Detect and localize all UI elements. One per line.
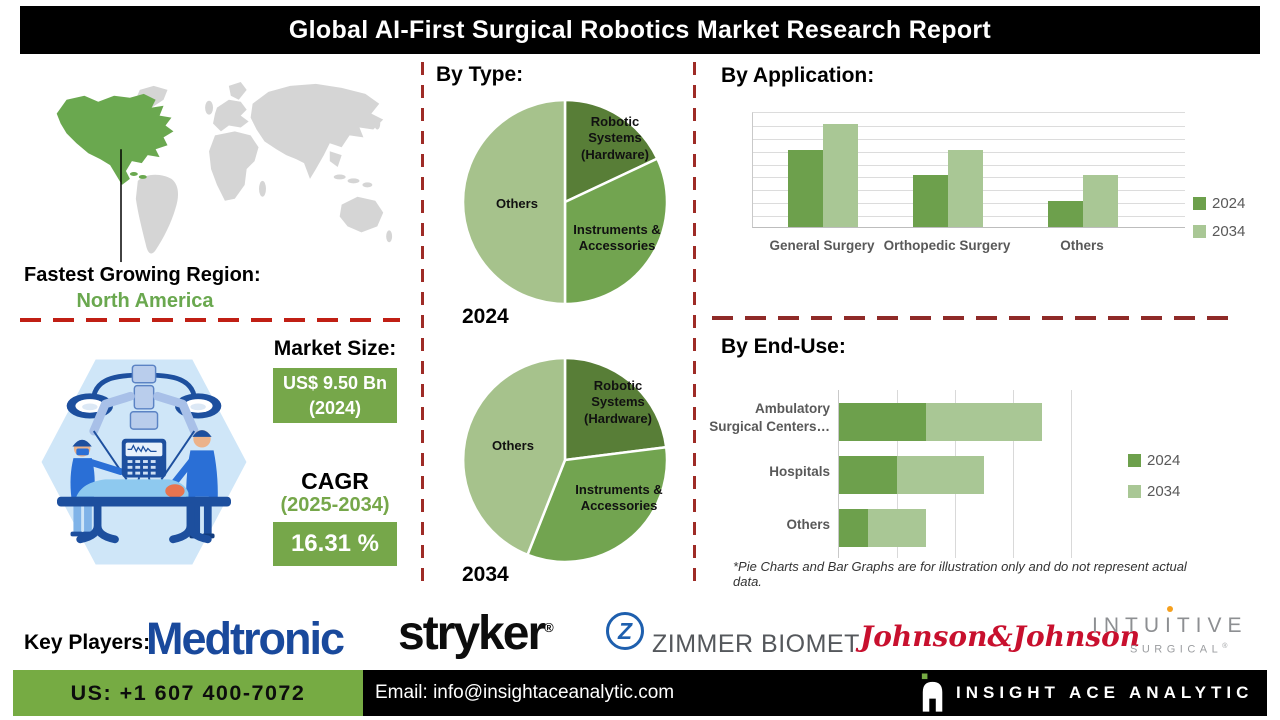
legend-label-2034: 2034 [1212, 223, 1246, 240]
enduse-legend-2024: 2024 [1128, 452, 1180, 469]
app-category-general-surgery: General Surgery [769, 238, 875, 253]
zimmer-biomet-icon: Z [606, 612, 644, 650]
cagr-period: (2025-2034) [280, 494, 390, 516]
cagr-value-box: 16.31 % [273, 522, 397, 566]
key-players-label: Key Players: [24, 631, 151, 654]
hbar-2034-ambulatory-surgical-centers- [926, 403, 1042, 441]
legend-square-2034 [1193, 225, 1206, 238]
middle-left-dashed-border [421, 62, 424, 590]
cagr-label: CAGR [301, 468, 369, 494]
application-bar-chart [752, 112, 1185, 228]
legend-label-2034: 2034 [1147, 483, 1181, 500]
pie-slice-others [461, 356, 567, 557]
bar-2024-others [1048, 201, 1083, 227]
legend-label-2024: 2024 [1147, 452, 1181, 469]
world-map [56, 81, 393, 263]
footer-brand-name: INSIGHT ACE ANALYTIC [956, 683, 1254, 702]
bar-2034-others [1083, 175, 1118, 227]
left-dashed-divider [20, 318, 400, 322]
gridline [1013, 390, 1014, 558]
stryker-registered-mark: ® [544, 620, 553, 635]
market-size-value: US$ 9.50 Bn [282, 373, 388, 394]
hbar-2034-others [868, 509, 926, 547]
fastest-growing-region-label: Fastest Growing Region: [24, 264, 261, 286]
pie2024-year-label: 2024 [462, 305, 509, 328]
fastest-growing-region-value: North America [76, 290, 214, 312]
gridline [753, 138, 1185, 140]
cagr-value: 16.31 % [290, 530, 380, 557]
app-legend-2024: 2024 [1193, 195, 1245, 212]
monitor-icon [121, 438, 167, 478]
hbar-2024-hospitals [839, 456, 897, 494]
page-title: Global AI-First Surgical Robotics Market… [20, 6, 1260, 54]
operating-table [57, 479, 231, 544]
pie-slice-instruments-accessories [563, 156, 669, 306]
footer-brand: INSIGHT ACE ANALYTIC [920, 670, 1253, 716]
by-end-use-header: By End-Use: [721, 335, 846, 358]
market-size-box: US$ 9.50 Bn (2024) [273, 368, 397, 423]
middle-right-dashed-border [693, 62, 696, 590]
enduse-legend-2034: 2034 [1128, 483, 1180, 500]
by-application-header: By Application: [721, 64, 875, 87]
map-north-america-highlight [56, 93, 174, 185]
intuitive-surgical-subtext: SURGICAL® [1130, 643, 1232, 656]
surgeon-left [70, 439, 125, 537]
intuitive-surgical-logo: INTU I TIVE SURGICAL® [1092, 606, 1248, 656]
gridline [1071, 390, 1072, 558]
pie-chart-2024 [460, 97, 670, 307]
map-continents-gray [133, 81, 393, 254]
map-australia [339, 196, 384, 233]
pie-slice-others [461, 98, 567, 306]
gridline [753, 125, 1185, 127]
by-type-header: By Type: [436, 63, 524, 86]
disclaimer-footnote: *Pie Charts and Bar Graphs are for illus… [733, 559, 1187, 589]
footer-email[interactable]: Email: info@insightaceanalytic.com [375, 682, 675, 703]
surgeon-right [170, 430, 218, 539]
pie-slice-instruments-accessories [525, 445, 669, 564]
bar-2024-general-surgery [788, 149, 823, 227]
hbar-2024-ambulatory-surgical-centers- [839, 403, 926, 441]
app-category-orthopedic-surgery: Orthopedic Surgery [883, 238, 1011, 253]
stryker-logo: stryker® [398, 607, 554, 660]
map-europe [213, 99, 249, 132]
hbar-2034-hospitals [897, 456, 984, 494]
map-south-america [135, 174, 179, 254]
pie-slice-robotic-systems-hardware- [563, 356, 668, 462]
enduse-category-ambulatory: Ambulatory Surgical Centers… [709, 401, 830, 434]
end-use-bar-chart [838, 390, 1075, 558]
pie2034-year-label: 2034 [462, 563, 509, 586]
enduse-category-others: Others [786, 517, 830, 532]
insight-ace-logo-icon [921, 673, 943, 712]
bar-2034-orthopedic-surgery [948, 149, 983, 227]
pie-slice-robotic-systems-hardware- [563, 98, 659, 204]
market-size-year: (2024) [308, 397, 362, 418]
bar-2024-orthopedic-surgery [913, 175, 948, 227]
intuitive-orange-dot-icon [1167, 606, 1173, 612]
hbar-2024-others [839, 509, 868, 547]
surgical-robot-illustration [41, 359, 247, 565]
medtronic-logo: Medtronic [146, 613, 345, 664]
map-asia [250, 83, 384, 179]
footer-bar: Email: info@insightaceanalytic.com INSIG… [363, 670, 1267, 716]
legend-square-2024 [1128, 454, 1141, 467]
legend-label-2024: 2024 [1212, 195, 1246, 212]
legend-square-2034 [1128, 485, 1141, 498]
enduse-category-hospitals: Hospitals [769, 464, 830, 479]
right-dashed-divider [712, 316, 1228, 320]
legend-square-2024 [1193, 197, 1206, 210]
intuitive-wordmark: INTU I TIVE [1092, 606, 1248, 638]
footer-phone[interactable]: US: +1 607 400-7072 [13, 670, 363, 716]
map-africa [209, 131, 259, 201]
zimmer-biomet-logo: ZIMMER BIOMET [652, 630, 860, 658]
app-legend-2034: 2034 [1193, 223, 1245, 240]
pie-chart-2034 [460, 355, 670, 565]
app-category-others: Others [1060, 238, 1104, 253]
robot-arm-icon [89, 364, 199, 488]
johnson-and-johnson-logo: Johnson&Johnson [860, 620, 1141, 653]
market-size-label: Market Size: [273, 337, 397, 360]
bar-2034-general-surgery [823, 123, 858, 227]
